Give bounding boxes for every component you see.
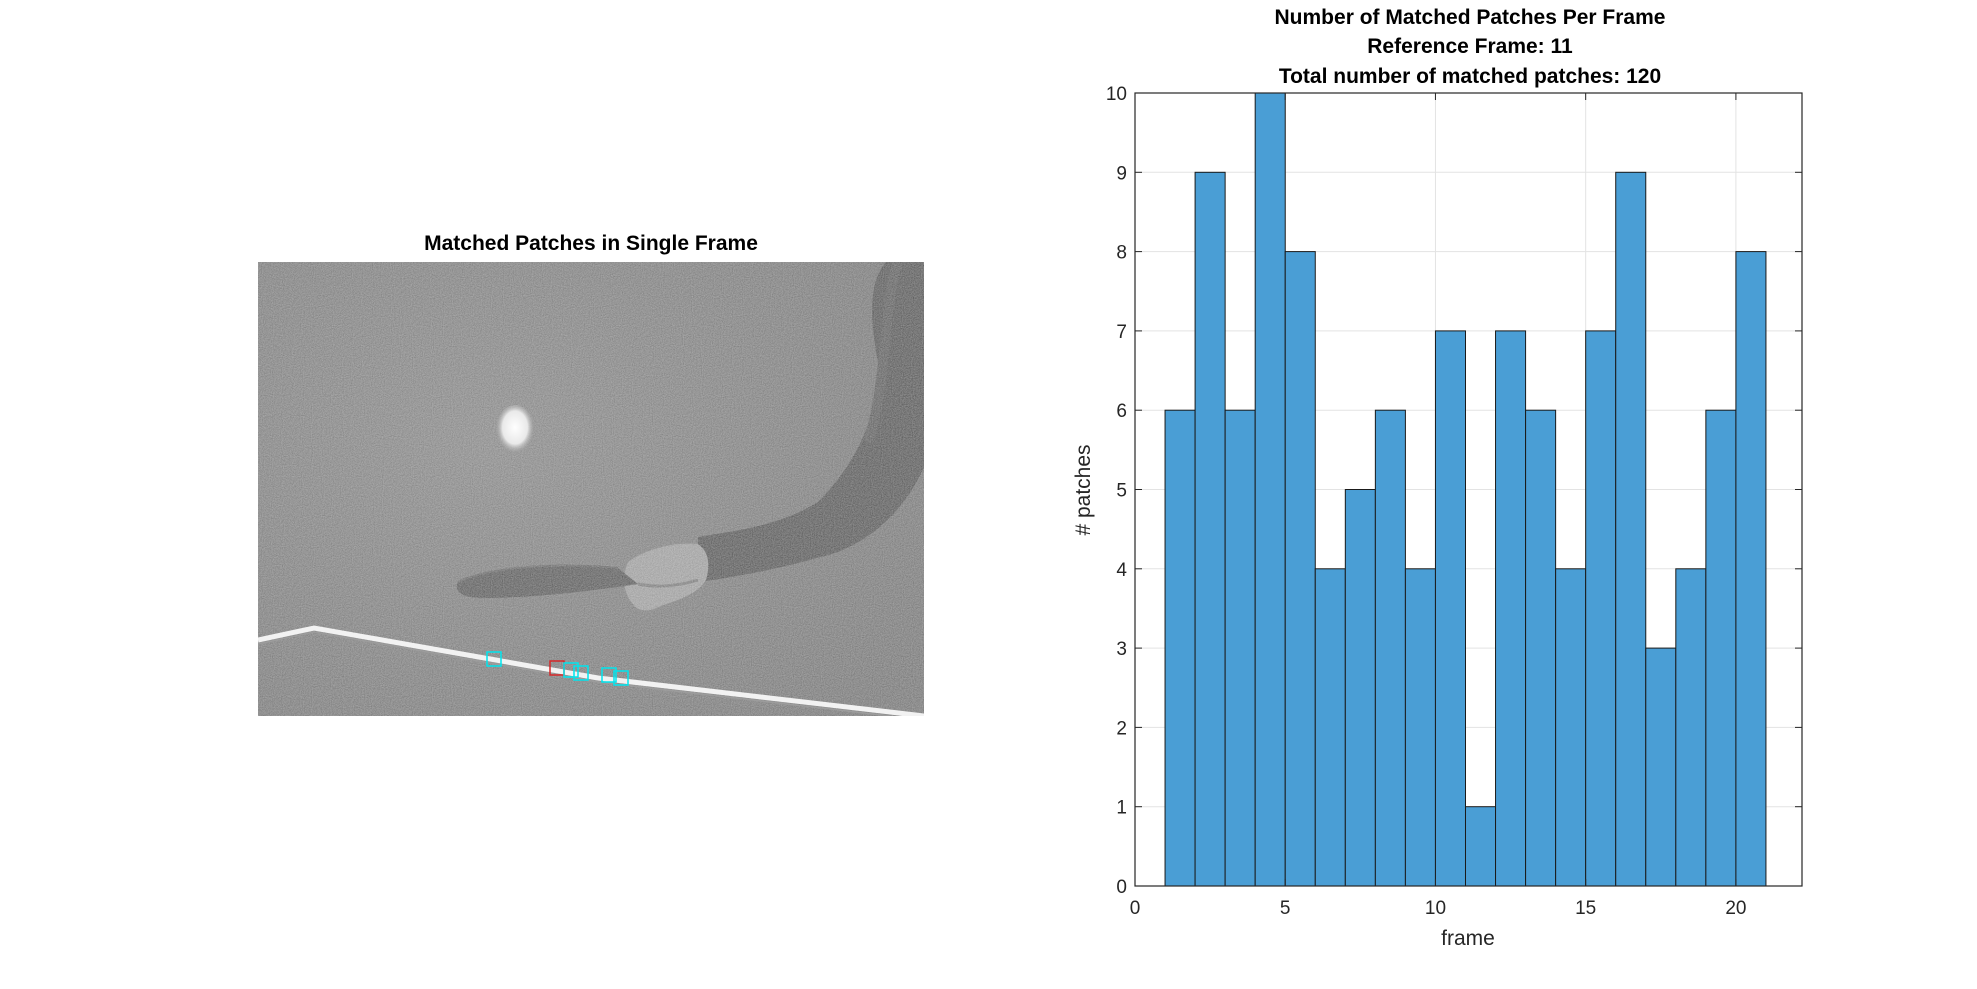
y-tick-label: 9 [1116, 163, 1127, 184]
histogram-bar [1224, 409, 1256, 887]
histogram-bar [1585, 330, 1617, 887]
matched-patch [563, 662, 579, 678]
chart-title-line-1: Number of Matched Patches Per Frame [1275, 6, 1666, 29]
image-panel-title: Matched Patches in Single Frame [424, 232, 758, 255]
x-tick-label: 5 [1280, 898, 1291, 919]
histogram-bar [1404, 568, 1436, 887]
histogram-bar [1645, 647, 1677, 887]
y-axis-label: # patches [1072, 444, 1095, 535]
matched-patch [486, 651, 502, 667]
chart-title-line-3: Total number of matched patches: 120 [1279, 65, 1661, 88]
histogram-bar [1555, 568, 1587, 887]
x-tick-label: 20 [1725, 898, 1746, 919]
histogram-bar [1525, 409, 1557, 887]
y-tick-label: 10 [1106, 84, 1127, 105]
histogram-bar [1464, 806, 1497, 887]
histogram-bar [1374, 409, 1406, 887]
matched-patch [601, 667, 617, 683]
histogram-bar [1314, 568, 1346, 887]
histogram-bar [1705, 409, 1737, 887]
histogram-bar [1735, 251, 1767, 887]
histogram-bar [1495, 330, 1527, 887]
y-tick-label: 4 [1116, 560, 1127, 581]
histogram-bar [1254, 92, 1286, 887]
y-tick-label: 3 [1116, 639, 1127, 660]
plot-area-frame [1134, 92, 1803, 887]
y-tick-label: 1 [1116, 798, 1127, 819]
x-tick-label: 10 [1425, 898, 1446, 919]
frame-image [258, 262, 924, 716]
matched-patch [573, 665, 589, 681]
histogram-bar [1284, 251, 1316, 887]
matched-patch [613, 670, 629, 686]
histogram-bar [1615, 171, 1647, 887]
histogram-bar [1164, 409, 1196, 887]
x-tick-label: 15 [1575, 898, 1596, 919]
y-tick-label: 5 [1116, 481, 1127, 502]
histogram-bar [1344, 489, 1376, 887]
y-tick-label: 0 [1116, 877, 1127, 898]
histogram-bar [1434, 330, 1466, 887]
axis-ticks: 0 1 2 3 4 5 6 7 8 9 10 0 5 10 15 20 [1106, 84, 1802, 919]
chart-title-line-2: Reference Frame: 11 [1367, 35, 1573, 58]
x-tick-label: 0 [1130, 898, 1141, 919]
x-axis-label: frame [1441, 927, 1495, 950]
histogram-bar [1675, 568, 1707, 887]
y-tick-label: 7 [1116, 322, 1127, 343]
y-tick-label: 2 [1116, 718, 1127, 739]
grid-lines [1134, 92, 1802, 887]
y-tick-label: 6 [1116, 401, 1127, 422]
y-tick-label: 8 [1116, 243, 1127, 264]
histogram-bar [1194, 171, 1226, 887]
bars [1164, 92, 1767, 887]
